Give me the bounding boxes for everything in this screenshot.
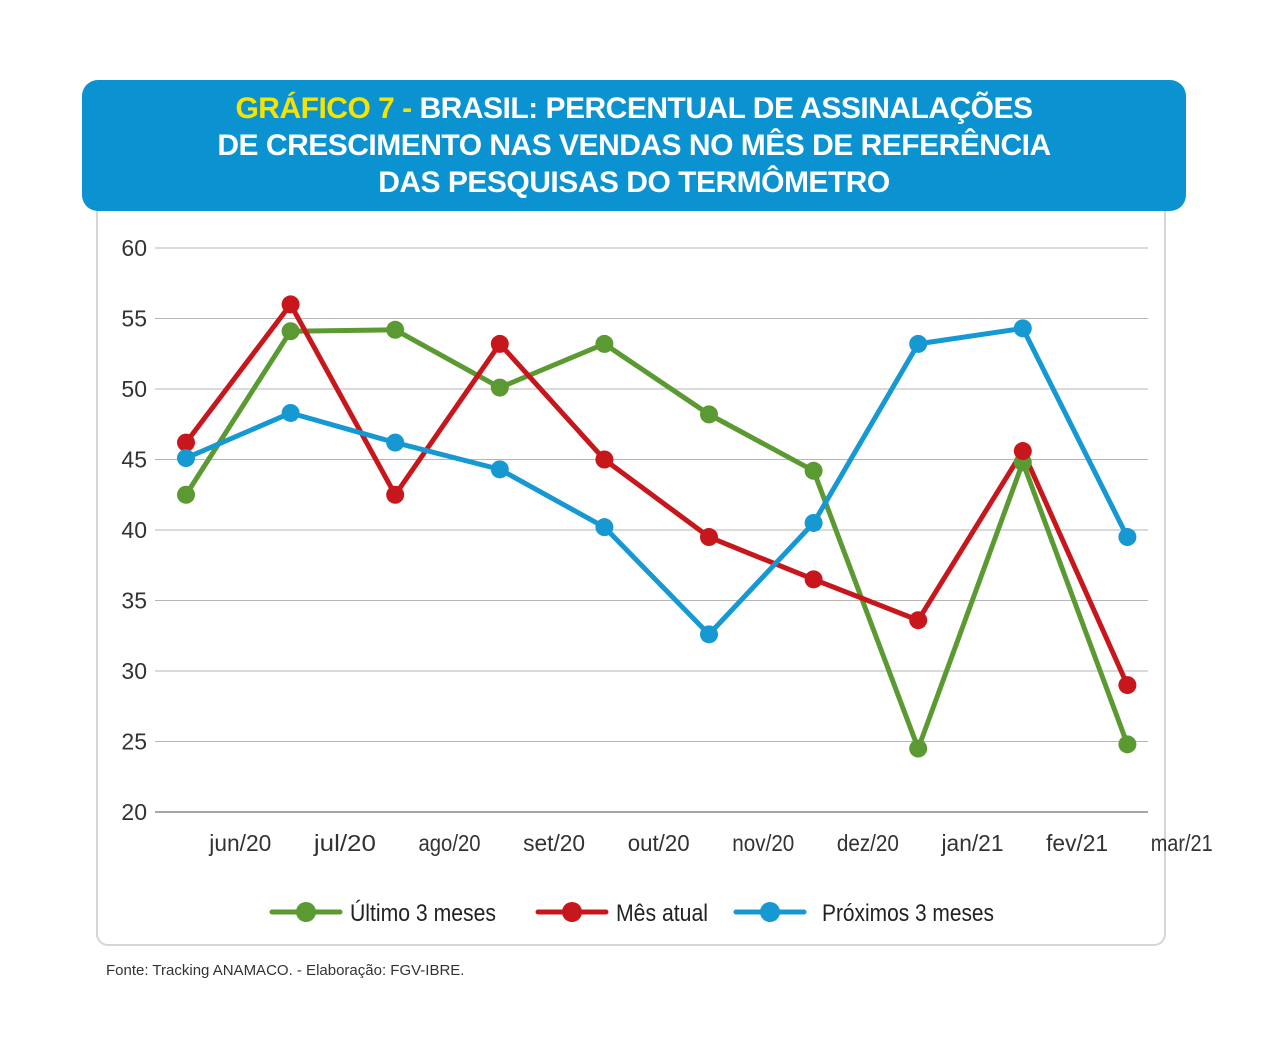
data-point-3 (281, 403, 300, 422)
data-point-2 (386, 485, 405, 504)
series-line-3 (183, 325, 1130, 637)
chart-title-line-1: GRÁFICO 7 - BRASIL: PERCENTUAL DE ASSINA… (235, 90, 1033, 127)
data-point-2 (177, 433, 195, 452)
series-line-1 (183, 327, 1130, 752)
data-point-3 (490, 460, 509, 479)
x-tick-label: fev/21 (1046, 830, 1108, 856)
x-tick-label: jun/20 (208, 830, 271, 856)
data-point-2 (700, 528, 718, 547)
data-point-3 (386, 433, 405, 452)
y-tick-label: 50 (121, 376, 147, 402)
y-tick-label: 60 (121, 235, 147, 261)
data-point-1 (595, 334, 614, 353)
data-point-1 (281, 322, 300, 341)
data-point-3 (804, 513, 823, 532)
x-tick-label: jan/21 (941, 830, 1004, 856)
data-point-2 (1118, 676, 1137, 695)
y-tick-label: 40 (121, 517, 147, 543)
x-tick-label: dez/20 (837, 830, 899, 856)
x-tick-label: ago/20 (419, 830, 481, 856)
data-point-1 (177, 485, 195, 504)
data-point-3 (177, 449, 195, 468)
x-tick-label: out/20 (628, 830, 690, 856)
y-tick-label: 55 (121, 306, 147, 332)
x-tick-label: jul/20 (313, 830, 376, 856)
data-point-2 (804, 570, 823, 589)
data-point-3 (700, 625, 718, 644)
data-point-1 (1118, 735, 1137, 754)
data-point-3 (595, 518, 614, 537)
data-point-3 (1013, 319, 1032, 338)
y-tick-label: 25 (121, 729, 147, 755)
x-tick-label: mar/21 (1151, 830, 1213, 856)
y-tick-label: 35 (121, 588, 147, 614)
data-point-1 (700, 405, 718, 424)
x-tick-label: nov/20 (732, 830, 794, 856)
source-note: Fonte: Tracking ANAMACO. - Elaboração: F… (106, 962, 465, 979)
data-point-1 (909, 739, 928, 758)
data-point-1 (804, 461, 823, 480)
y-tick-label: 45 (121, 447, 147, 473)
legend-marker-1 (296, 902, 316, 922)
legend-marker-2 (562, 902, 582, 922)
data-point-3 (1118, 528, 1137, 547)
x-tick-label: set/20 (523, 830, 585, 856)
legend-label-3: Próximos 3 meses (822, 900, 994, 927)
data-point-3 (909, 334, 928, 353)
y-tick-label: 30 (121, 658, 147, 684)
chart-title-line-3: DAS PESQUISAS DO TERMÔMETRO (378, 166, 890, 199)
data-point-2 (1013, 442, 1032, 461)
legend-marker-3 (760, 902, 780, 922)
chart-card (96, 120, 1166, 946)
legend-label-2: Mês atual (616, 900, 708, 927)
y-tick-label: 20 (121, 799, 147, 825)
chart-title-text-1: BRASIL: PERCENTUAL DE ASSINALAÇÕES (419, 92, 1033, 125)
data-point-1 (490, 378, 509, 397)
data-point-2 (909, 611, 928, 630)
data-point-1 (386, 320, 405, 339)
data-point-2 (595, 450, 614, 469)
chart-number: GRÁFICO 7 - (235, 92, 412, 125)
series-line-2 (183, 301, 1130, 688)
legend-label-1: Último 3 meses (350, 900, 496, 927)
chart-title-line-2: DE CRESCIMENTO NAS VENDAS NO MÊS DE REFE… (217, 129, 1051, 162)
chart-title-banner: GRÁFICO 7 - BRASIL: PERCENTUAL DE ASSINA… (82, 80, 1186, 211)
data-point-2 (281, 295, 300, 314)
data-point-2 (490, 334, 509, 353)
